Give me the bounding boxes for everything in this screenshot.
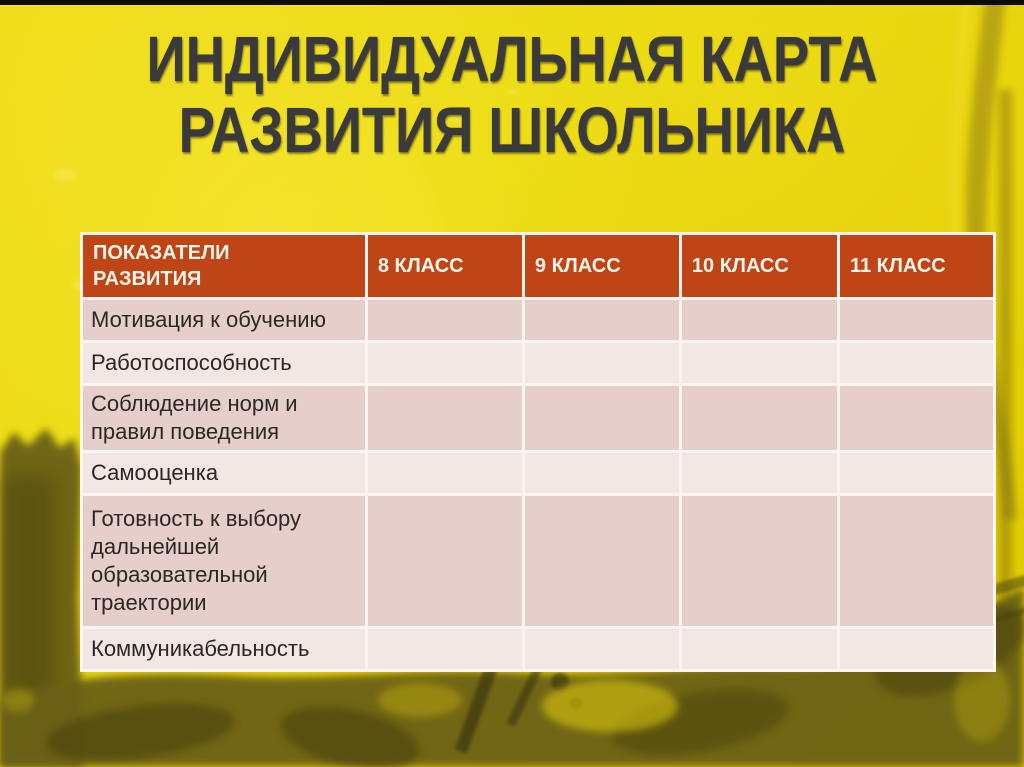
row-label-cell: Работоспособность	[83, 343, 365, 383]
table-cell	[524, 343, 679, 383]
table-cell	[524, 386, 679, 450]
row-label: Соблюдение норм и правил поведения	[91, 390, 298, 444]
table-cell	[839, 300, 993, 340]
table-cell	[681, 386, 837, 450]
table-cell	[839, 386, 993, 450]
table-cell	[681, 300, 837, 340]
table-cell	[524, 629, 679, 669]
table-cell	[839, 496, 993, 626]
table-cell	[681, 496, 837, 626]
table-cell	[367, 343, 522, 383]
row-label-cell: Соблюдение норм и правил поведения	[83, 386, 365, 450]
title-line-1: ИНДИВИДУАЛЬНАЯ КАРТА	[146, 23, 878, 95]
header-grade-11: 11 КЛАСС	[839, 235, 993, 297]
table-cell	[367, 629, 522, 669]
table-cell	[839, 343, 993, 383]
table-cell	[681, 343, 837, 383]
table-row-self-esteem: Самооценка	[83, 453, 993, 493]
table-row-motivation: Мотивация к обучению	[83, 300, 993, 340]
table-cell	[367, 496, 522, 626]
row-label: Мотивация к обучению	[91, 306, 327, 332]
development-table: ПОКАЗАТЕЛИ РАЗВИТИЯ 8 КЛАСС 9 КЛАСС 10 К…	[80, 232, 996, 672]
table-row-trajectory-readiness: Готовность к выбору дальнейшей образоват…	[83, 496, 993, 626]
table-cell	[367, 386, 522, 450]
row-label: Готовность к выбору дальнейшей образоват…	[91, 505, 302, 616]
table-cell	[839, 453, 993, 493]
table-cell	[524, 300, 679, 340]
row-label: Самооценка	[91, 459, 219, 485]
header-grade-10: 10 КЛАСС	[681, 235, 837, 297]
table-row-sociability: Коммуникабельность	[83, 629, 993, 669]
header-grade-9: 9 КЛАСС	[524, 235, 679, 297]
slide-title: ИНДИВИДУАЛЬНАЯ КАРТА РАЗВИТИЯ ШКОЛЬНИКА	[0, 24, 1024, 166]
table-cell	[681, 629, 837, 669]
row-label-cell: Мотивация к обучению	[83, 300, 365, 340]
table-cell	[839, 629, 993, 669]
table-cell	[367, 300, 522, 340]
row-label-cell: Готовность к выбору дальнейшей образоват…	[83, 496, 365, 626]
row-label: Коммуникабельность	[91, 635, 310, 661]
table-header-row: ПОКАЗАТЕЛИ РАЗВИТИЯ 8 КЛАСС 9 КЛАСС 10 К…	[83, 235, 993, 297]
table-cell	[681, 453, 837, 493]
title-line-2: РАЗВИТИЯ ШКОЛЬНИКА	[178, 94, 846, 166]
header-grade-8: 8 КЛАСС	[367, 235, 522, 297]
row-label: Работоспособность	[91, 349, 292, 375]
table-row-norms-compliance: Соблюдение норм и правил поведения	[83, 386, 993, 450]
header-indicators-label: ПОКАЗАТЕЛИ РАЗВИТИЯ	[93, 242, 230, 290]
table-cell	[524, 496, 679, 626]
table-cell	[367, 453, 522, 493]
table-row-work-capacity: Работоспособность	[83, 343, 993, 383]
top-black-bar	[0, 0, 1024, 5]
table-cell	[524, 453, 679, 493]
header-indicators: ПОКАЗАТЕЛИ РАЗВИТИЯ	[83, 235, 365, 297]
row-label-cell: Самооценка	[83, 453, 365, 493]
row-label-cell: Коммуникабельность	[83, 629, 365, 669]
